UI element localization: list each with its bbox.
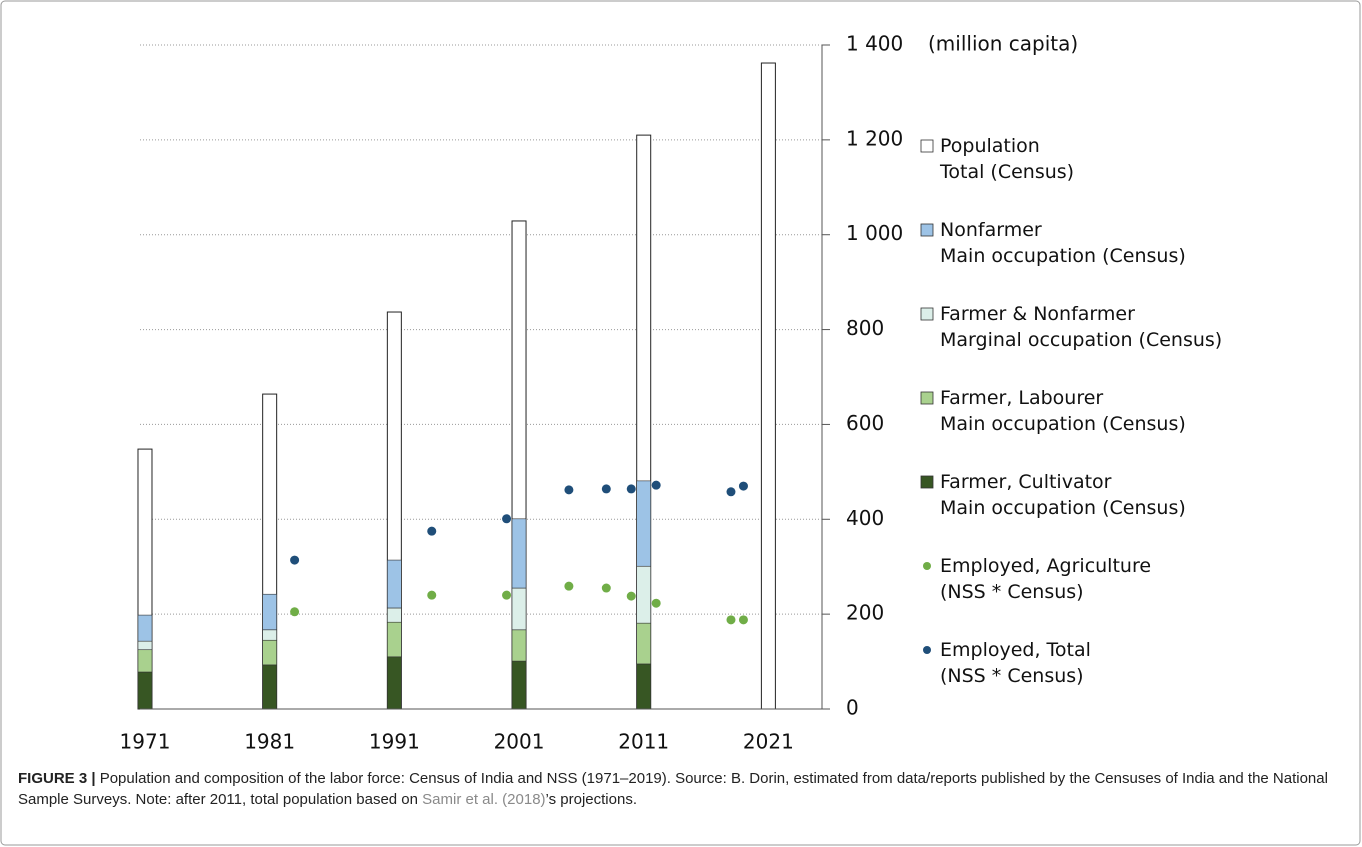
bar-segment <box>636 622 652 665</box>
point <box>564 485 574 495</box>
bar <box>760 62 776 710</box>
legend-entry: Employed, Agriculture (NSS * Census) <box>940 555 1152 603</box>
bar-segment <box>262 639 277 666</box>
point <box>738 615 748 625</box>
bar-segment <box>636 663 652 710</box>
caption: FIGURE 3 | Population and composition of… <box>18 768 1338 810</box>
y-tick-label: 0 <box>846 696 859 720</box>
point <box>626 484 636 494</box>
legend-entry: Population Total (Census) <box>940 135 1075 183</box>
bar-segment <box>636 480 652 567</box>
point <box>427 590 437 600</box>
y-tick-label: 1 000 <box>846 221 903 245</box>
point <box>738 481 748 491</box>
legend-swatch <box>920 391 934 405</box>
point <box>651 480 661 490</box>
x-tick-label: 2021 <box>743 730 794 754</box>
point <box>502 590 512 600</box>
point <box>564 581 574 591</box>
y-tick-label: 1 200 <box>846 126 903 150</box>
point <box>726 615 736 625</box>
legend-entry: Nonfarmer Main occupation (Census) <box>940 219 1186 267</box>
y-axis-label: (million capita) <box>928 32 1078 56</box>
bar-segment <box>511 660 527 710</box>
bar-segment <box>636 565 652 624</box>
x-tick-label: 1981 <box>244 730 295 754</box>
caption-label: FIGURE 3 | <box>18 770 96 787</box>
legend-entry: Farmer, Cultivator Main occupation (Cens… <box>940 471 1186 519</box>
point <box>290 555 300 565</box>
y-tick-label: 600 <box>846 411 884 435</box>
bar-segment <box>262 629 277 641</box>
point <box>726 487 736 497</box>
bar-segment <box>511 518 527 589</box>
y-tick-label: 200 <box>846 601 884 625</box>
bar-segment <box>387 621 402 658</box>
bar-segment <box>137 671 153 710</box>
legend-entry: Farmer & Nonfarmer Marginal occupation (… <box>940 303 1223 351</box>
bar-segment <box>262 664 277 710</box>
legend-entry: Employed, Total (NSS * Census) <box>940 639 1091 687</box>
y-tick-label: 800 <box>846 316 884 340</box>
point <box>427 526 437 536</box>
bar-segment <box>387 607 402 623</box>
point <box>502 514 512 524</box>
caption-text: ’s projections. <box>545 791 637 808</box>
point <box>290 607 300 617</box>
legend-swatch <box>923 562 931 570</box>
legend-swatch <box>920 307 934 321</box>
bar-segment <box>137 649 153 673</box>
bar-segment <box>387 656 402 710</box>
legend-entry: Farmer, Labourer Main occupation (Census… <box>940 387 1186 435</box>
bar-segment <box>137 640 153 651</box>
x-tick-label: 2001 <box>494 730 545 754</box>
x-tick-label: 2011 <box>618 730 669 754</box>
point <box>626 591 636 601</box>
bar-segment <box>511 587 527 631</box>
caption-text: Population and composition of the labor … <box>18 770 1328 808</box>
legend-swatch <box>920 223 934 237</box>
bar-segment <box>262 593 277 631</box>
x-tick-label: 1971 <box>120 730 171 754</box>
caption-link[interactable]: Samir et al. (2018) <box>422 791 546 808</box>
x-tick-label: 1991 <box>369 730 420 754</box>
bar-segment <box>511 629 527 662</box>
y-tick-label: 1 400 <box>846 32 903 56</box>
bar-segment <box>137 614 153 642</box>
legend-swatch <box>920 475 934 489</box>
legend-swatch <box>920 139 934 153</box>
point <box>651 598 661 608</box>
y-tick-label: 400 <box>846 506 884 530</box>
legend-swatch <box>923 646 931 654</box>
point <box>601 583 611 593</box>
bar-segment <box>387 559 402 609</box>
point <box>601 484 611 494</box>
